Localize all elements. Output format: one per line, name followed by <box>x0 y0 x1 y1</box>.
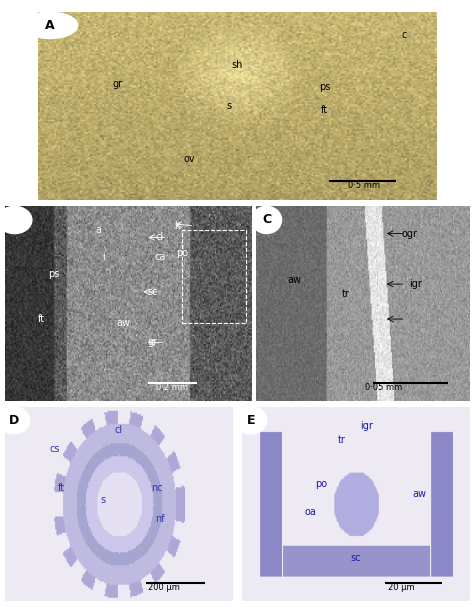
Text: 200 μm: 200 μm <box>148 583 180 592</box>
Circle shape <box>252 206 282 234</box>
Circle shape <box>0 407 30 434</box>
Text: B: B <box>10 214 19 226</box>
Text: aw: aw <box>116 318 130 328</box>
Text: nc: nc <box>151 483 163 493</box>
Text: E: E <box>246 414 255 427</box>
Text: 0·2 mm: 0·2 mm <box>156 382 188 392</box>
Text: 0·05 mm: 0·05 mm <box>365 382 402 392</box>
Text: tr: tr <box>338 435 346 445</box>
Text: nf: nf <box>155 514 164 524</box>
Text: A: A <box>45 19 55 32</box>
Text: aw: aw <box>287 275 301 285</box>
Text: cs: cs <box>50 444 60 455</box>
Text: ps: ps <box>319 83 330 92</box>
Text: D: D <box>9 414 19 427</box>
Text: s: s <box>227 101 232 111</box>
Text: gr: gr <box>112 79 123 89</box>
Text: a: a <box>95 225 101 235</box>
Text: ov: ov <box>183 154 195 164</box>
Circle shape <box>0 206 32 234</box>
Text: cl: cl <box>114 425 123 435</box>
Text: c: c <box>401 30 407 39</box>
Text: gr: gr <box>147 337 158 347</box>
Text: ft: ft <box>321 105 328 115</box>
Text: 20 μm: 20 μm <box>388 583 414 592</box>
Text: ps: ps <box>48 270 60 279</box>
Text: ft: ft <box>58 483 65 493</box>
Text: ft: ft <box>38 314 46 324</box>
Text: C: C <box>262 214 271 226</box>
Circle shape <box>22 12 78 38</box>
Text: po: po <box>176 248 188 258</box>
Text: oa: oa <box>304 507 316 517</box>
Text: igr: igr <box>360 421 374 431</box>
Text: ogr: ogr <box>401 229 418 239</box>
Text: cl: cl <box>156 232 164 242</box>
Text: tr: tr <box>342 289 349 299</box>
Circle shape <box>235 407 267 434</box>
Text: s: s <box>100 495 105 505</box>
Text: aw: aw <box>412 489 426 499</box>
Text: ca: ca <box>155 252 166 262</box>
Text: sh: sh <box>231 60 243 70</box>
Text: i: i <box>102 252 105 262</box>
Text: 0·5 mm: 0·5 mm <box>348 181 381 190</box>
Text: k: k <box>174 221 180 231</box>
Bar <box>182 229 246 323</box>
Text: sc: sc <box>350 553 361 563</box>
Text: sc: sc <box>147 287 158 297</box>
Text: po: po <box>315 480 328 489</box>
Text: igr: igr <box>410 279 422 289</box>
